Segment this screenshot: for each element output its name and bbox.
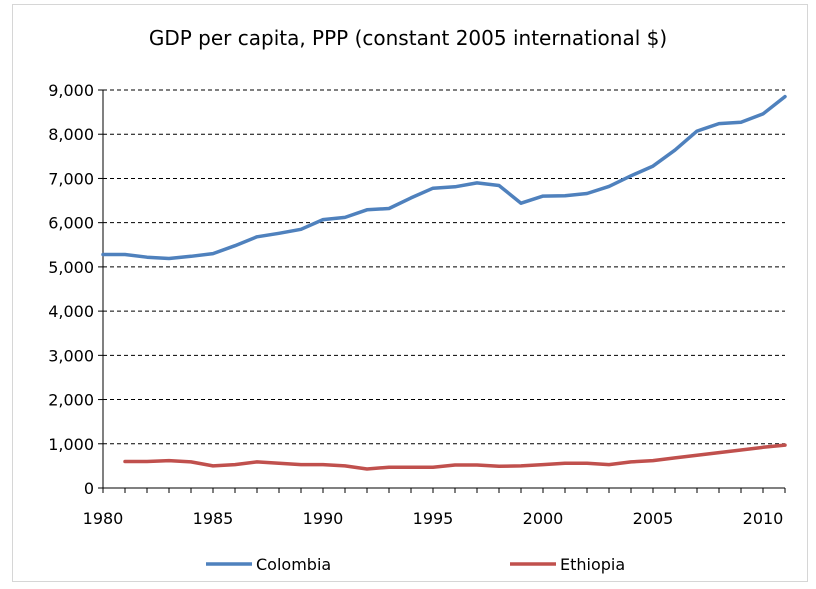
x-tick-label-1: 1985 — [193, 509, 234, 528]
legend-label-colombia: Colombia — [256, 555, 331, 574]
series-line-colombia — [101, 94, 787, 261]
x-tick-label-6: 2010 — [743, 509, 784, 528]
y-tick-label-7: 7,000 — [48, 169, 94, 188]
chart-title: GDP per capita, PPP (constant 2005 inter… — [148, 26, 668, 50]
legend: Colombia Ethiopia — [206, 555, 625, 574]
y-tick-label-5: 5,000 — [48, 258, 94, 277]
y-axis-ticks: 0 1,000 2,000 3,000 4,000 5,000 6,000 7,000 8,00… — [48, 81, 103, 498]
y-tick-label-1: 1,000 — [48, 435, 94, 454]
y-tick-label-0: 0 — [84, 479, 94, 498]
axes — [102, 90, 785, 489]
x-axis-ticks: 1980 1985 1990 1995 2000 2005 2010 — [83, 488, 786, 528]
x-tick-label-0: 1980 — [83, 509, 124, 528]
y-tick-label-6: 6,000 — [48, 214, 94, 233]
y-tick-label-4: 4,000 — [48, 302, 94, 321]
x-tick-label-4: 2000 — [523, 509, 564, 528]
x-tick-label-5: 2005 — [633, 509, 674, 528]
series-lines — [101, 94, 787, 471]
y-tick-label-8: 8,000 — [48, 125, 94, 144]
chart-frame — [12, 4, 808, 582]
gridlines — [103, 89, 785, 445]
y-tick-label-3: 3,000 — [48, 346, 94, 365]
y-tick-label-9: 9,000 — [48, 81, 94, 100]
y-tick-label-2: 2,000 — [48, 391, 94, 410]
x-tick-label-3: 1995 — [413, 509, 454, 528]
series-line-ethiopia — [123, 443, 787, 471]
x-tick-label-2: 1990 — [303, 509, 344, 528]
legend-label-ethiopia: Ethiopia — [560, 555, 625, 574]
